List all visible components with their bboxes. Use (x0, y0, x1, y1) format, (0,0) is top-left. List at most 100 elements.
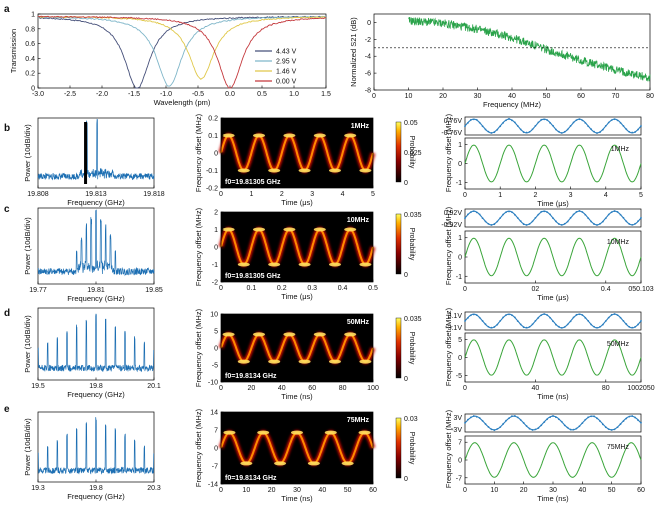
c-trace-drive-point (640, 216, 642, 219)
c-trace-drive-point (578, 209, 581, 212)
b-heatmap-xlabel: Time (μs) (281, 198, 313, 207)
e-trace-xlabel: Time (ns) (537, 494, 569, 503)
c-trace-drive-point (563, 222, 566, 225)
e-trace-drive-point (522, 422, 525, 424)
d-trace-drive-point (493, 326, 496, 328)
transmission-series-3 (37, 15, 326, 89)
c-trace-drive-point (490, 224, 493, 226)
d-trace-ytick-label: -5 (456, 373, 462, 380)
d-trace-drive-point (557, 325, 560, 328)
b-heatmap-xtick-label: 1 (249, 191, 253, 198)
transmission-ytick-label: 0 (31, 86, 35, 93)
c-trace-drive-point (534, 216, 537, 219)
c-heatmap-colorbar-tick: 0.035 (404, 212, 422, 219)
transmission-ytick-label: 0.2 (25, 71, 35, 78)
b-trace-drive-point (475, 118, 478, 121)
e-heatmap-colorbar-label: Probability (408, 432, 415, 465)
transmission-legend-entry: 0.00 V (276, 79, 297, 86)
d-heatmap-turning-point (313, 332, 326, 337)
b-trace-xtick-label: 2 (533, 192, 537, 199)
e-trace-xtick-label: 40 (578, 487, 586, 494)
e-trace-drive-point (464, 421, 466, 424)
transmission-ytick-label: 1 (31, 12, 35, 19)
b-heatmap-turning-point (298, 168, 311, 173)
c-trace-drive-point (531, 220, 534, 223)
s21-xtick-label: 60 (577, 93, 585, 100)
d-trace-drive-point (584, 316, 587, 319)
e-trace-drive-point (475, 415, 478, 418)
b-trace-drive-point (469, 118, 472, 121)
d-trace-xtick-label: 0 (463, 385, 467, 392)
e-heatmap-ytick-label: 14 (210, 410, 218, 417)
e-trace-drive-point (557, 418, 560, 421)
d-heatmap-colorbar-tick: 0 (404, 376, 408, 383)
b-heatmap-turning-point (237, 168, 250, 173)
e-trace-drive-label-high: 3V (453, 415, 462, 422)
d-trace-drive-point (487, 325, 490, 328)
e-trace-drive-point (490, 428, 493, 431)
d-trace-drive-point (563, 326, 566, 328)
b-heatmap-f0: f0=19.81305 GHz (225, 179, 281, 186)
c-trace-drive-point (593, 223, 595, 225)
e-trace-drive-point (481, 420, 484, 422)
d-spectrum-xtick-label: 20.1 (147, 383, 161, 390)
d-trace-drive-point (534, 319, 537, 322)
s21-ytick-label: -4 (365, 54, 371, 61)
e-trace-drive-line (464, 415, 642, 431)
e-trace-ytick-label: 7 (458, 440, 462, 447)
c-trace-drive-label-high: 0.92V (444, 210, 463, 217)
e-trace-drive-point (469, 416, 472, 419)
d-trace-drive-point (616, 314, 619, 317)
e-trace-drive-point (537, 427, 540, 430)
d-spectrum-xtick-label: 19.5 (31, 383, 45, 390)
e-trace-drive-point (604, 426, 607, 429)
b-trace-drive-point (534, 125, 537, 127)
transmission-legend-entry: 1.46 V (276, 69, 297, 76)
b-trace-drive-point (467, 121, 469, 124)
b-heatmap-xtick-label: 0 (219, 191, 223, 198)
d-trace-drive-point (467, 316, 469, 319)
transmission-legend-entry: 4.43 V (276, 49, 297, 56)
d-trace-drive-point (637, 323, 639, 326)
e-trace-drive-point (467, 418, 469, 421)
e-spectrum-xlabel: Frequency (GHz) (67, 492, 125, 501)
c-trace-drive-point (522, 223, 525, 226)
d-heatmap-ytick-label: -10 (208, 380, 218, 387)
e-trace-drive-point (634, 416, 637, 419)
e-heatmap-colorbar-tick: 0.03 (404, 416, 418, 423)
d-trace-drive-point (546, 314, 549, 316)
e-trace-drive-point (534, 428, 537, 431)
e-trace-xtick-label: 50 (608, 487, 616, 494)
c-spectrum-trace (37, 209, 155, 277)
c-trace-ylabel: Frequency offset (MHz) (444, 206, 453, 285)
e-heatmap-colorbar-tick: 0 (404, 476, 408, 483)
d-heatmap-xtick-label: 80 (339, 385, 347, 392)
d-trace-drive-point (505, 314, 507, 316)
b-trace-drive-point (599, 131, 601, 134)
e-heatmap-turning-point (341, 461, 354, 466)
d-trace-ylabel: Frequency offset (MHz) (444, 307, 453, 386)
d-heatmap-tag: 50MHz (347, 319, 370, 326)
d-trace-drive-point (537, 316, 540, 319)
c-trace-xtick-label: 050.103 (628, 286, 653, 293)
c-trace-drive-point (637, 220, 639, 223)
d-trace-drive-point (607, 316, 610, 319)
c-trace-drive-point (513, 213, 516, 216)
e-spectrum-trace (37, 417, 155, 475)
b-heatmap-colorbar-tick: 0.05 (404, 120, 418, 127)
c-heatmap-ytick-label: -2 (212, 280, 218, 287)
b-trace-drive-point (555, 128, 557, 131)
b-trace-drive-point (522, 131, 525, 134)
c-heatmap-turning-point (222, 227, 235, 232)
e-trace-drive-point (496, 427, 499, 430)
b-trace-drive-point (622, 124, 625, 127)
c-heatmap-signal-core (220, 228, 374, 266)
c-trace-drive-point (481, 217, 484, 220)
c-heatmap-turning-point (313, 227, 326, 232)
b-heatmap-tag: 1MHz (351, 123, 370, 130)
c-trace-drive-point (537, 213, 540, 216)
c-heatmap-colorbar (395, 213, 402, 275)
b-spectrum-trace (37, 118, 155, 181)
s21-xtick-label: 10 (405, 93, 413, 100)
c-trace-drive-point (508, 210, 510, 213)
